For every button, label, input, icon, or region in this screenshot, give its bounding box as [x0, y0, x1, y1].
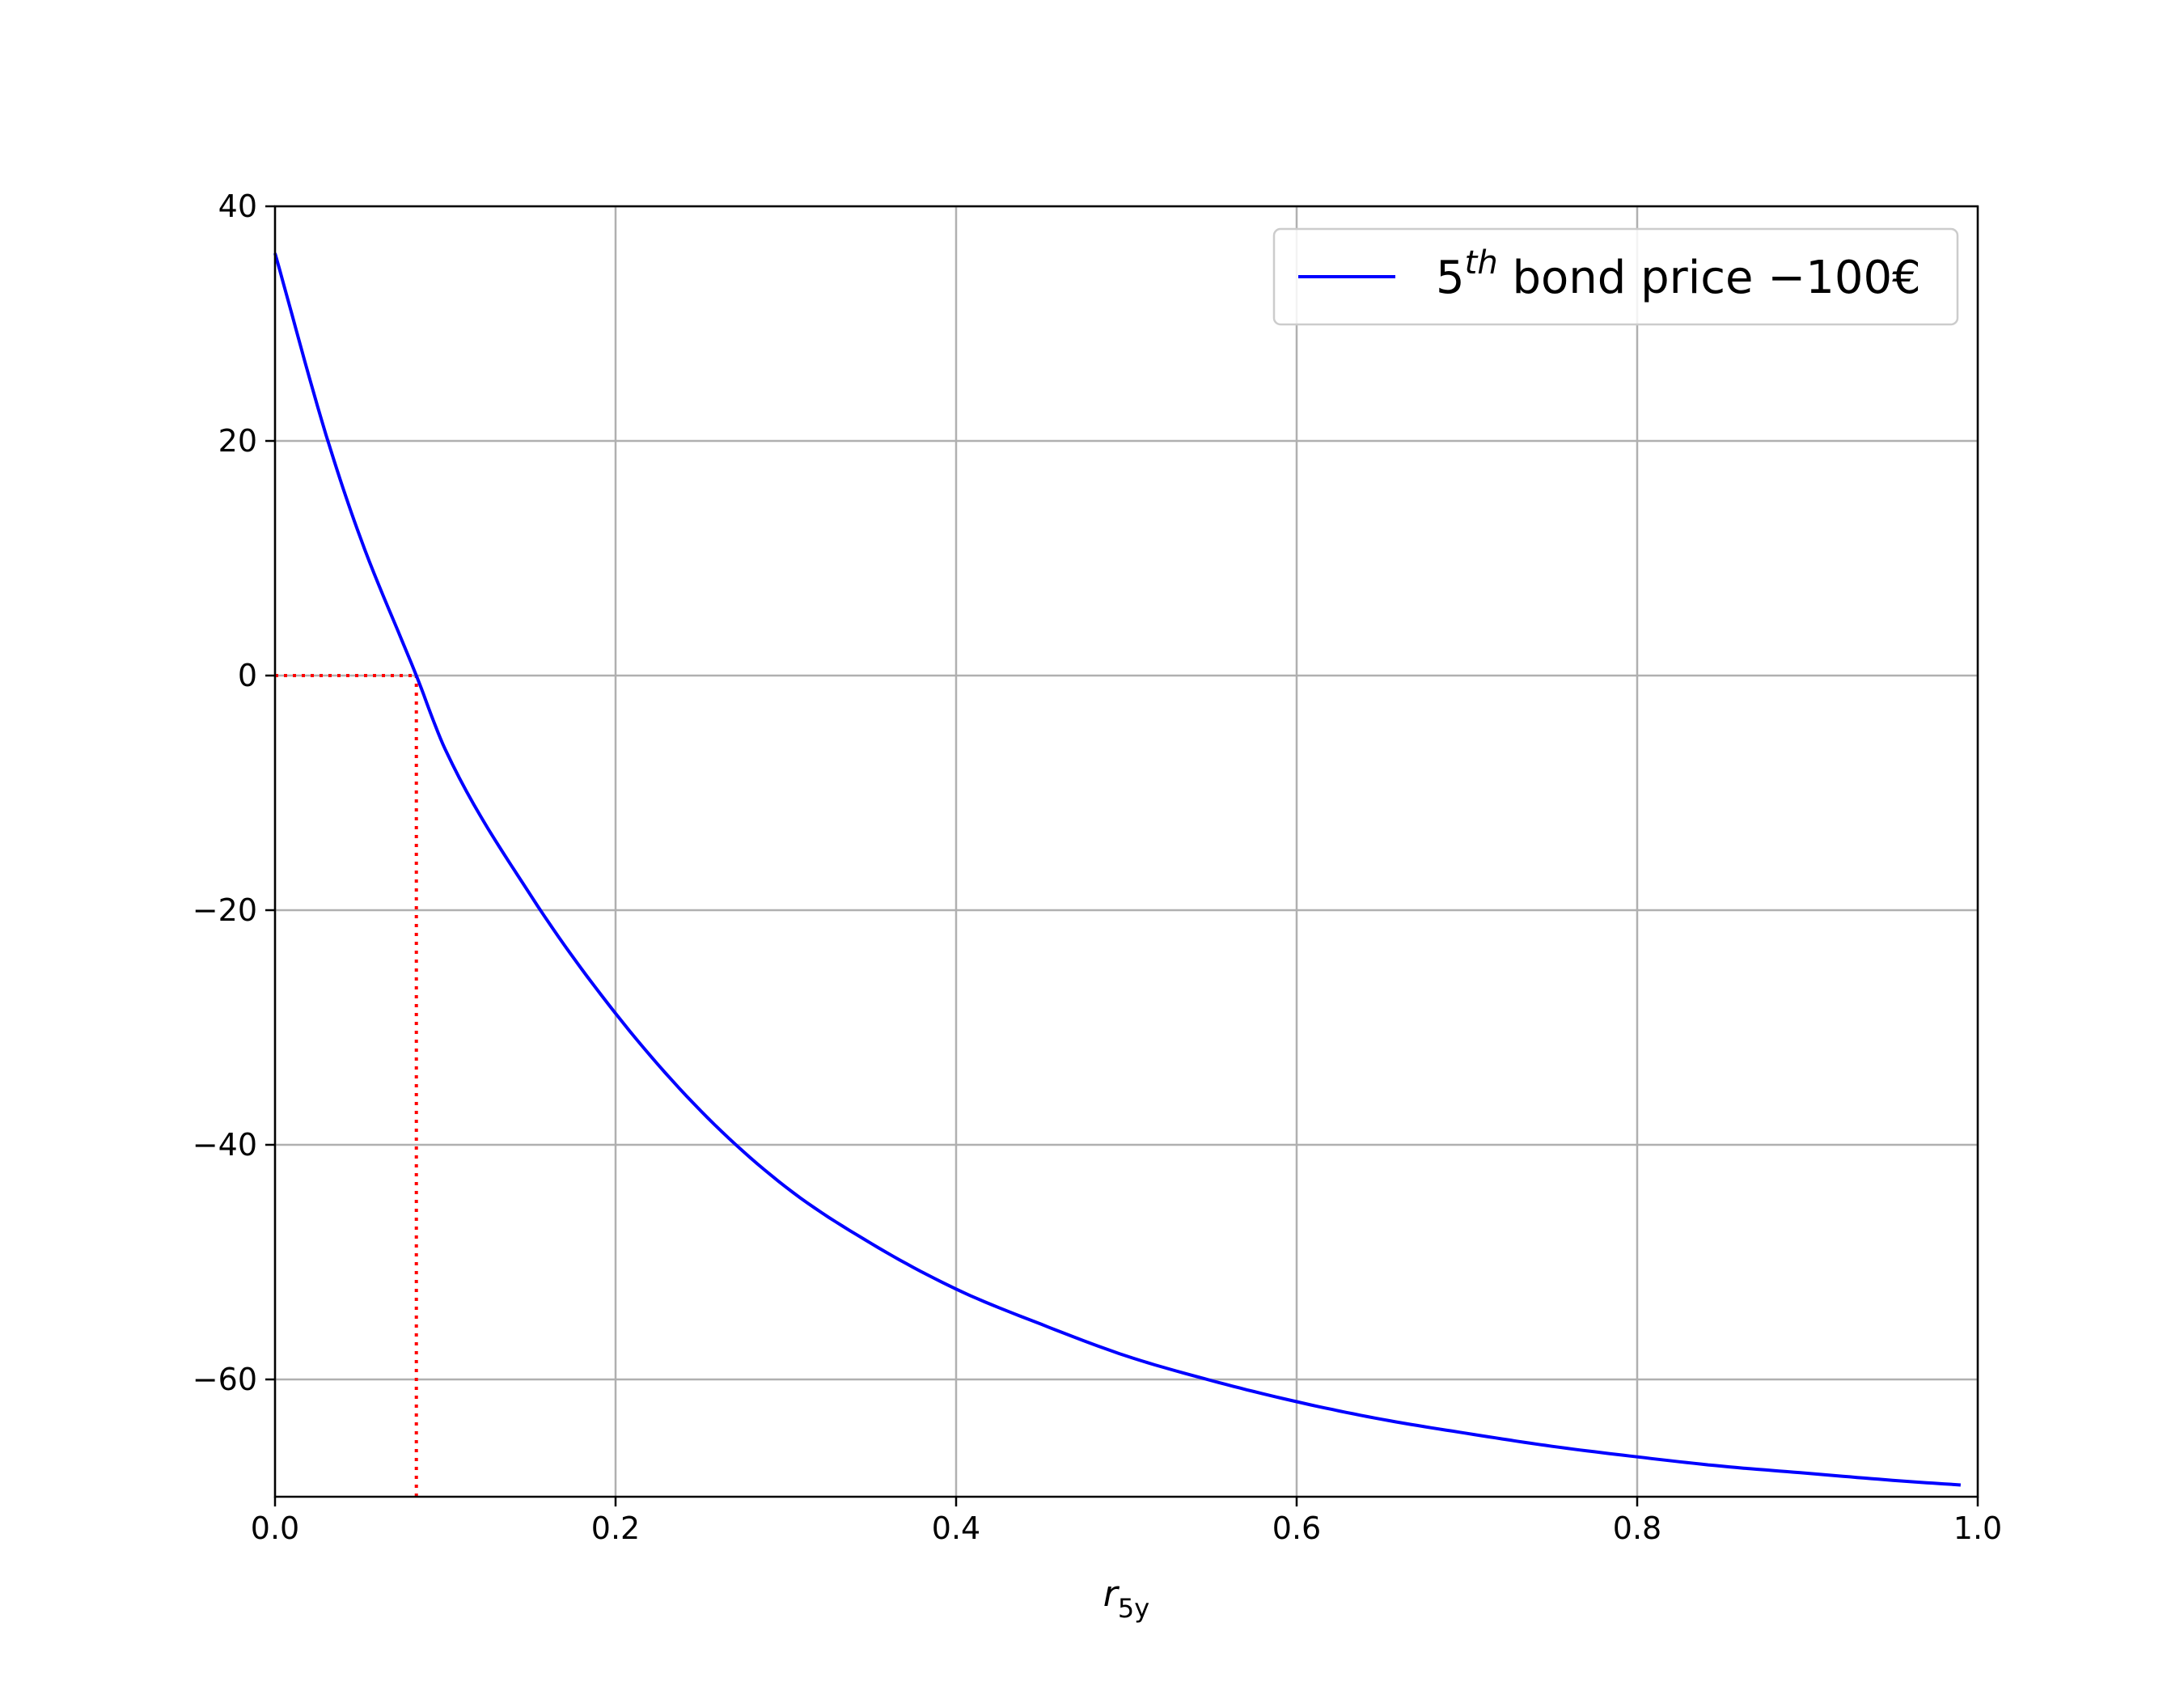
x-tick-label: 1.0	[1953, 1510, 2002, 1546]
x-axis-label: r5y	[1103, 1574, 1149, 1624]
x-tick-label: 0.2	[591, 1510, 640, 1546]
x-tick-label: 0.8	[1613, 1510, 1661, 1546]
legend-label: 5th bond price −100€	[1436, 244, 1921, 304]
x-tick-label: 0.0	[251, 1510, 299, 1546]
legend-label-rest: bond price −100€	[1498, 252, 1921, 304]
annotations	[275, 674, 418, 1497]
legend-label-superscript: th	[1465, 244, 1498, 282]
series-line	[273, 252, 1962, 1487]
legend-label-base: 5	[1436, 252, 1465, 304]
legend-box	[1272, 227, 1959, 326]
y-tick-label: −20	[193, 892, 257, 928]
legend: 5th bond price −100€	[1272, 227, 1959, 326]
ticks: 0.0 0.2 0.4 0.6 0.8 1.0 −60 −40 −20 0 20 40	[193, 189, 2002, 1546]
y-tick-label: −40	[193, 1127, 257, 1163]
y-tick-label: 0	[238, 658, 257, 693]
plot-frame	[273, 205, 1979, 1498]
grid	[273, 205, 1979, 1497]
x-axis-label-subscript: 5y	[1118, 1593, 1149, 1624]
x-tick-label: 0.4	[932, 1510, 980, 1546]
x-tick-label: 0.6	[1272, 1510, 1321, 1546]
y-tick-label: −60	[193, 1362, 257, 1397]
x-axis-label-main: r	[1103, 1574, 1120, 1615]
y-tick-label: 20	[218, 423, 257, 459]
y-tick-label: 40	[218, 189, 257, 224]
series	[273, 252, 1962, 1487]
